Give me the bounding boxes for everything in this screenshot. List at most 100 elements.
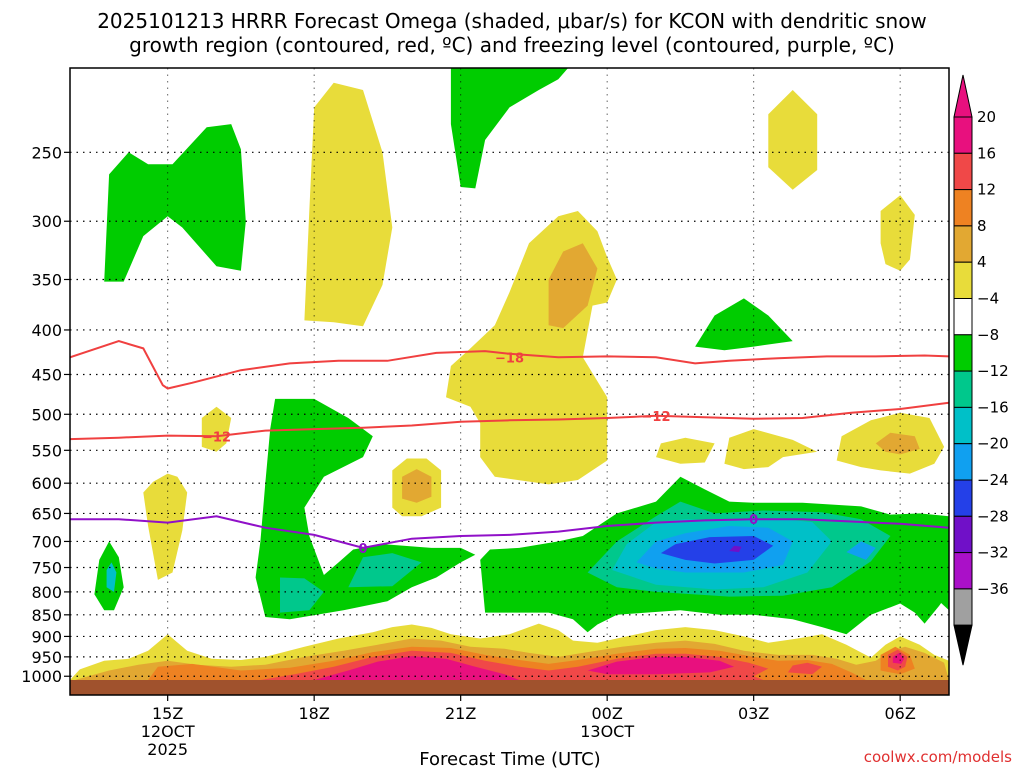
- omega-region-0: [104, 124, 246, 282]
- omega-region-11: [402, 469, 432, 503]
- chart-title-line-1: 2025101213 HRRR Forecast Omega (shaded, …: [97, 9, 927, 33]
- x-tick-label-03Z: 03Z: [738, 704, 769, 723]
- omega-region-5: [695, 298, 793, 351]
- contour-label--12-label2: −12: [642, 410, 671, 425]
- colorbar-label: −36: [977, 580, 1009, 598]
- omega-region-26: [729, 545, 742, 553]
- plot-frame: [69, 67, 950, 696]
- colorbar-bin-2: [953, 189, 973, 227]
- colorbar: 20 16 12 8 4 −4 −8 −12 −16 −20 −24 −28 −32 −36: [953, 74, 1009, 666]
- colorbar-label: −16: [977, 398, 1009, 416]
- omega-region-1: [304, 82, 393, 327]
- colorbar-top-arrow: [953, 74, 973, 118]
- omega-region-15: [875, 432, 920, 455]
- contour-label--12: −12: [202, 430, 231, 445]
- y-tick-label-250: 250: [31, 143, 62, 162]
- x-tick-label-00Z: 00Z: [592, 704, 623, 723]
- colorbar-bin-7: [953, 370, 973, 408]
- contour-label-0: 0: [358, 542, 367, 557]
- ground-bar: [70, 680, 949, 695]
- colorbar-label: 16: [977, 144, 996, 162]
- x-axis-label: Forecast Time (UTC): [419, 749, 600, 768]
- omega-region-25: [660, 536, 774, 564]
- omega-region-28: [939, 572, 949, 611]
- colorbar-bin-6: [953, 334, 973, 372]
- omega-region-4: [548, 243, 598, 329]
- y-tick-label-450: 450: [31, 365, 62, 384]
- y-tick-label-500: 500: [31, 405, 62, 424]
- y-tick-label-850: 850: [31, 606, 62, 625]
- y-tick-label-750: 750: [31, 559, 62, 578]
- y-tick-label-600: 600: [31, 474, 62, 493]
- omega-region-17: [106, 562, 117, 592]
- contour-line--18: [70, 340, 949, 390]
- x-tick-date-15Z: 12OCT: [141, 722, 195, 741]
- y-tick-label-350: 350: [31, 270, 62, 289]
- x-tick-label-18Z: 18Z: [299, 704, 330, 723]
- colorbar-bin-10: [953, 479, 973, 517]
- ground-fill: [70, 680, 949, 695]
- y-tick-label-950: 950: [31, 648, 62, 667]
- x-tick-label-15Z: 15Z: [152, 704, 183, 723]
- omega-region-7: [880, 195, 915, 271]
- omega-region-35: [787, 662, 822, 675]
- colorbar-bin-5: [953, 298, 973, 336]
- temperature-contours: −18 −12 −12 0 0: [70, 340, 949, 557]
- y-axis: 250 300 350 400 450 500 550 600 650 700 750 800 850 9…: [21, 143, 70, 686]
- y-tick-label-1000: 1000: [21, 667, 62, 686]
- colorbar-bin-3: [953, 225, 973, 263]
- colorbar-label: −20: [977, 435, 1009, 453]
- omega-region-18: [255, 398, 476, 620]
- x-tick-date-00Z: 13OCT: [580, 722, 634, 741]
- colorbar-label: −32: [977, 544, 1009, 562]
- colorbar-label: 12: [977, 181, 996, 199]
- chart-title-line-2: growth region (contoured, red, ºC) and f…: [129, 33, 895, 57]
- omega-region-38: [892, 652, 905, 664]
- y-tick-label-900: 900: [31, 627, 62, 646]
- colorbar-bin-9: [953, 443, 973, 481]
- contour-label--18: −18: [495, 351, 524, 366]
- omega-region-20: [348, 553, 422, 588]
- x-tick-year-15Z: 2025: [147, 740, 188, 759]
- credit-text: coolwx.com/models: [864, 748, 1012, 766]
- colorbar-label: −12: [977, 362, 1009, 380]
- gridlines: [70, 68, 949, 680]
- omega-region-8: [201, 406, 232, 452]
- omega-region-3: [446, 211, 617, 485]
- omega-region-2: [450, 68, 569, 189]
- colorbar-bin-13: [953, 588, 973, 626]
- colorbar-bin-1: [953, 152, 973, 191]
- colorbar-label: −4: [977, 290, 999, 308]
- omega-region-27: [846, 541, 876, 560]
- y-tick-label-650: 650: [31, 504, 62, 523]
- colorbar-bin-11: [953, 515, 973, 554]
- y-tick-label-800: 800: [31, 583, 62, 602]
- y-tick-label-550: 550: [31, 441, 62, 460]
- y-tick-label-700: 700: [31, 532, 62, 551]
- contour-label-0-label2: 0: [749, 513, 758, 528]
- omega-region-33: [314, 656, 520, 680]
- omega-region-6: [768, 90, 818, 190]
- colorbar-label: 4: [977, 253, 987, 271]
- colorbar-bin-0: [953, 116, 973, 154]
- colorbar-bottom-arrow: [953, 624, 973, 666]
- colorbar-label: 20: [977, 108, 996, 126]
- omega-region-9: [143, 473, 188, 580]
- colorbar-label: −24: [977, 471, 1009, 489]
- contour-line--12: [70, 401, 949, 441]
- x-tick-label-06Z: 06Z: [885, 704, 916, 723]
- omega-region-12: [656, 437, 715, 464]
- colorbar-bin-8: [953, 406, 973, 445]
- omega-region-13: [724, 429, 818, 470]
- contour-line-0: [70, 515, 949, 549]
- colorbar-bin-4: [953, 261, 973, 300]
- y-tick-label-300: 300: [31, 212, 62, 231]
- colorbar-label: −8: [977, 326, 999, 344]
- omega-region-19: [280, 577, 324, 613]
- colorbar-label: −28: [977, 507, 1009, 525]
- colorbar-label: 8: [977, 217, 987, 235]
- colorbar-bin-12: [953, 552, 973, 590]
- x-tick-label-21Z: 21Z: [445, 704, 476, 723]
